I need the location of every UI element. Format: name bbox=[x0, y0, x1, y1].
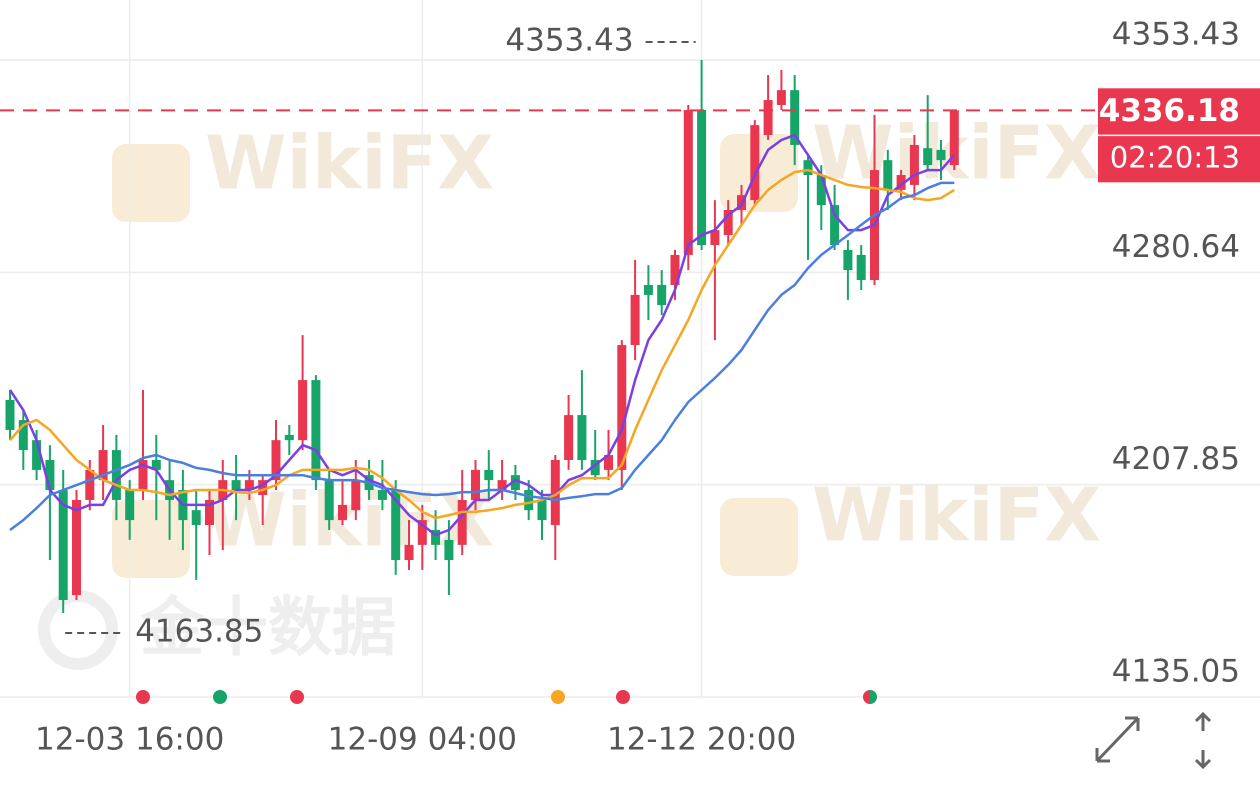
candle-body bbox=[710, 230, 720, 246]
watermark-logo bbox=[112, 500, 190, 578]
candle-body bbox=[484, 469, 494, 481]
candle-body bbox=[111, 450, 121, 500]
watermark: WikiFX bbox=[205, 121, 494, 207]
candle-body bbox=[324, 480, 334, 521]
event-dot[interactable] bbox=[290, 690, 304, 704]
event-dot[interactable] bbox=[551, 690, 565, 704]
x-tick-label: 12-09 04:00 bbox=[328, 722, 517, 758]
candle-body bbox=[923, 148, 933, 166]
candle-body bbox=[803, 160, 813, 176]
candle-body bbox=[338, 504, 347, 521]
candle-body bbox=[790, 90, 800, 145]
candle-body bbox=[58, 490, 68, 601]
candle-body bbox=[138, 459, 148, 491]
event-dot[interactable] bbox=[863, 690, 870, 704]
candle-body bbox=[537, 499, 547, 521]
candle-body bbox=[604, 455, 613, 470]
candle-body bbox=[125, 490, 135, 521]
candle-body bbox=[723, 210, 733, 236]
candle-body bbox=[311, 380, 321, 481]
candle-body bbox=[577, 415, 587, 460]
candle-body bbox=[816, 175, 826, 206]
watermark-logo bbox=[112, 144, 190, 222]
candle-body bbox=[351, 480, 361, 511]
candle-body bbox=[856, 254, 866, 281]
expand-button[interactable] bbox=[1095, 716, 1140, 763]
x-tick-label: 12-12 20:00 bbox=[607, 722, 796, 758]
candle-body bbox=[497, 480, 507, 491]
current-price-label: 4336.18 bbox=[1099, 93, 1240, 129]
candle-body bbox=[98, 450, 108, 481]
candle-body bbox=[404, 544, 414, 561]
candle-body bbox=[457, 499, 467, 545]
candle-body bbox=[258, 480, 268, 496]
candle-body bbox=[391, 490, 401, 561]
candle-body bbox=[231, 480, 241, 491]
candle-body bbox=[284, 434, 294, 441]
candle-body bbox=[72, 499, 81, 596]
candle-body bbox=[949, 110, 959, 166]
candle-body bbox=[697, 109, 707, 246]
low-marker-label: 4163.85 bbox=[135, 613, 263, 649]
ma-line bbox=[9, 168, 955, 520]
candle-body bbox=[590, 459, 600, 476]
candle-body bbox=[763, 100, 773, 136]
candle-body bbox=[883, 160, 893, 190]
candle-body bbox=[830, 205, 840, 246]
candle-body bbox=[896, 175, 906, 190]
candle-body bbox=[85, 469, 95, 500]
candle-body bbox=[564, 415, 574, 460]
ma-line bbox=[8, 133, 956, 537]
watermark-logo bbox=[38, 590, 118, 670]
candle-body bbox=[471, 469, 480, 500]
candle-body bbox=[550, 459, 560, 526]
candle-body bbox=[45, 459, 55, 491]
candle-body bbox=[617, 345, 627, 470]
event-dot[interactable] bbox=[870, 690, 877, 704]
candle-body bbox=[657, 284, 667, 306]
y-tick-label: 4135.05 bbox=[1112, 654, 1240, 690]
y-tick-label: 4280.64 bbox=[1112, 229, 1240, 265]
event-dot[interactable] bbox=[136, 690, 150, 704]
candle-body bbox=[683, 109, 693, 255]
candle-body bbox=[643, 284, 653, 295]
candle-body bbox=[5, 399, 15, 430]
watermark-layer: WikiFX WikiFX WikiFX WikiFX 金十数据 bbox=[38, 111, 1101, 670]
candle-body bbox=[271, 440, 281, 481]
candle-body bbox=[377, 490, 387, 500]
x-tick-label: 12-03 16:00 bbox=[35, 722, 224, 758]
y-tick-label: 4353.43 bbox=[1112, 17, 1240, 53]
candle-body bbox=[431, 530, 441, 545]
scale-button[interactable] bbox=[1194, 711, 1212, 770]
event-dots bbox=[136, 690, 877, 704]
candle-body bbox=[670, 254, 680, 285]
event-dot[interactable] bbox=[616, 690, 630, 704]
candle-body bbox=[205, 499, 214, 526]
watermark-logo bbox=[720, 498, 798, 576]
candle-body bbox=[191, 510, 201, 526]
ma-line bbox=[9, 181, 955, 532]
candle-body bbox=[417, 520, 427, 545]
candle-body bbox=[843, 249, 853, 271]
event-dot[interactable] bbox=[213, 690, 227, 704]
candle-body bbox=[776, 90, 786, 106]
candle-body bbox=[630, 294, 640, 346]
y-tick-label: 4207.85 bbox=[1112, 441, 1240, 477]
candle-body bbox=[151, 459, 161, 470]
candle-body bbox=[32, 440, 42, 470]
candle-body bbox=[750, 125, 760, 201]
high-marker-label: 4353.43 bbox=[505, 23, 633, 59]
candle-body bbox=[524, 490, 534, 511]
candle-body bbox=[510, 475, 520, 491]
watermark: 金十数据 bbox=[139, 592, 396, 666]
watermark: WikiFX bbox=[812, 473, 1101, 559]
candle-body bbox=[936, 149, 946, 161]
candle-body bbox=[244, 480, 254, 491]
candle-body bbox=[298, 380, 308, 441]
candle-body bbox=[444, 539, 454, 561]
candle-body bbox=[909, 144, 919, 185]
candle-body bbox=[18, 420, 28, 451]
countdown-label: 02:20:13 bbox=[1110, 140, 1240, 174]
